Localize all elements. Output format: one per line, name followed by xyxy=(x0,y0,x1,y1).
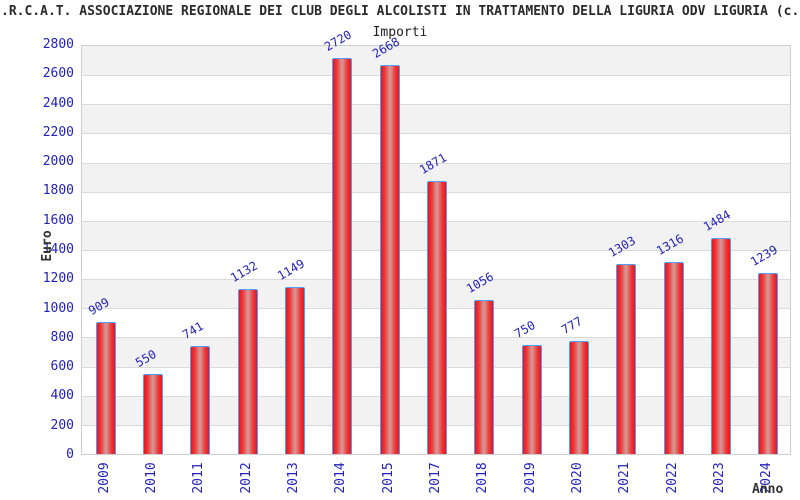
x-tick-label: 2015 xyxy=(380,462,396,494)
x-tick-label: 2013 xyxy=(286,462,301,494)
x-tick-label: 2011 xyxy=(191,462,207,494)
y-tick-label: 2200 xyxy=(42,124,74,140)
bar-value-label: 777 xyxy=(559,313,585,337)
x-tick-label: 2023 xyxy=(712,462,727,494)
x-tick-label: 2009 xyxy=(96,462,112,494)
chart-title: Importi xyxy=(372,25,428,40)
x-tick-label: 2022 xyxy=(664,462,680,494)
bar xyxy=(143,373,163,454)
y-tick-label: 1000 xyxy=(42,300,74,316)
x-tick-label: 2010 xyxy=(144,462,159,494)
gridline xyxy=(82,75,790,77)
y-tick-label: 1200 xyxy=(42,271,74,287)
y-tick-label: 1800 xyxy=(42,183,74,199)
x-axis-title: Anno xyxy=(752,482,784,497)
bar xyxy=(474,300,495,454)
x-tick-label: 2014 xyxy=(333,462,349,494)
bar xyxy=(237,289,258,454)
x-tick-label: 2012 xyxy=(238,462,254,494)
x-tick-label: 2021 xyxy=(617,462,633,494)
x-tick-label: 2020 xyxy=(570,462,585,494)
bar xyxy=(521,344,542,454)
bar xyxy=(758,273,779,454)
bar xyxy=(663,262,684,454)
y-tick-label: 2800 xyxy=(42,37,74,52)
y-tick-label: 800 xyxy=(50,329,74,345)
bar xyxy=(190,346,211,454)
y-axis-title: Euro xyxy=(40,230,55,262)
background-band xyxy=(82,104,790,134)
y-tick-label: 200 xyxy=(50,417,74,433)
x-tick-label: 2017 xyxy=(428,462,443,494)
y-tick-label: 600 xyxy=(50,359,74,375)
plot-area: 909 550 741 1132 1149 2720 2668 1871 1056 750 777 1… xyxy=(81,27,791,455)
bar xyxy=(285,286,305,454)
background-band xyxy=(82,46,790,76)
bar xyxy=(379,65,400,454)
gridline xyxy=(82,162,790,164)
y-tick-label: 400 xyxy=(50,388,74,404)
gridline xyxy=(82,104,790,106)
x-tick-label: 2019 xyxy=(522,462,538,494)
y-tick-label: 0 xyxy=(66,447,74,462)
page-title: .R.C.A.T. ASSOCIAZIONE REGIONALE DEI CLU… xyxy=(1,4,800,19)
y-tick-label: 2000 xyxy=(42,154,74,170)
bar xyxy=(711,237,731,454)
y-tick-label: 2600 xyxy=(42,66,74,82)
y-tick-label: 1600 xyxy=(42,212,74,228)
x-tick-label: 2018 xyxy=(475,462,491,494)
gridline xyxy=(82,133,790,135)
y-tick-label: 2400 xyxy=(42,95,74,111)
bar xyxy=(569,340,589,454)
bar xyxy=(95,321,116,454)
bar xyxy=(427,181,447,454)
bar xyxy=(332,57,353,454)
y-tick-label: 1400 xyxy=(42,242,74,257)
bar xyxy=(616,264,637,454)
